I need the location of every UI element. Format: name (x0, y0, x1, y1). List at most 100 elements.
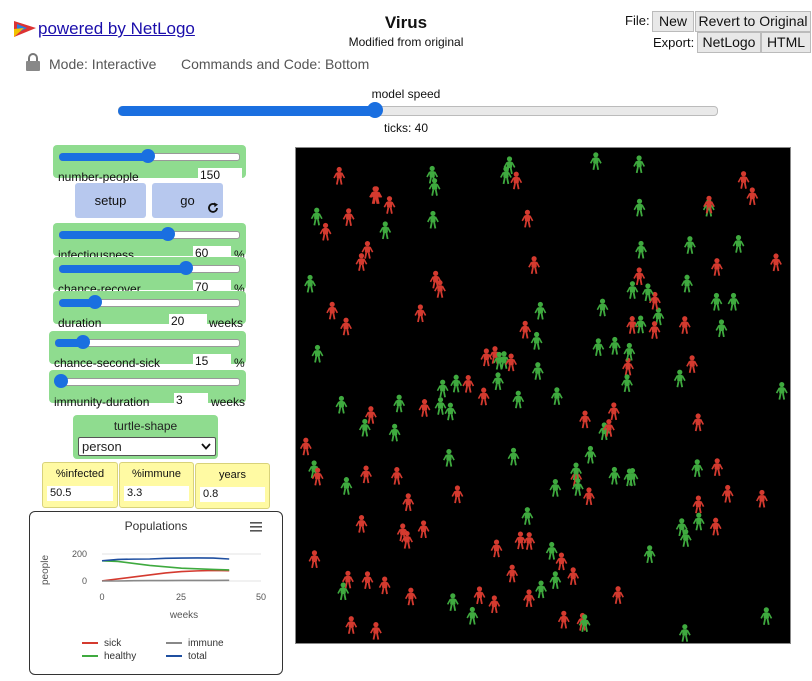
plot-y-tick: 200 (72, 549, 87, 559)
slider-chance-second-sick[interactable]: chance-second-sick 15 % (49, 331, 246, 370)
person-healthy (684, 236, 696, 254)
world-canvas[interactable] (296, 148, 790, 643)
person-sick (319, 222, 332, 241)
monitor-value: 0.8 (200, 487, 265, 502)
slider-fill (55, 339, 83, 347)
slider-thumb[interactable] (75, 335, 90, 349)
slider-number-people[interactable]: number-people 150 (53, 145, 246, 184)
person-sick (686, 355, 698, 374)
person-healthy (379, 221, 392, 240)
slider-immunity-duration[interactable]: immunity-duration 3 weeks (49, 370, 246, 409)
menu-icon[interactable] (250, 522, 262, 532)
slider-value[interactable]: 20 (169, 314, 207, 329)
series-line-sick (101, 569, 230, 582)
person-sick (369, 186, 381, 204)
slider-label: immunity-duration (54, 395, 150, 409)
plot-x-tick: 50 (256, 592, 266, 602)
person-healthy (434, 397, 447, 415)
person-sick (711, 258, 723, 276)
slider-unit: weeks (209, 316, 244, 330)
world-view[interactable] (295, 147, 791, 644)
person-healthy (584, 445, 597, 464)
person-sick (402, 493, 415, 512)
chooser-turtle-shape[interactable]: turtle-shape person (73, 415, 218, 459)
new-button[interactable]: New (652, 11, 694, 32)
slider-thumb[interactable] (140, 149, 155, 163)
person-sick (692, 413, 705, 432)
export-html-button[interactable]: HTML (761, 32, 811, 53)
legend-label-sick: sick (104, 638, 122, 649)
model-speed-thumb[interactable] (367, 102, 384, 118)
slider-track[interactable] (55, 378, 240, 386)
person-healthy (550, 387, 563, 405)
person-healthy (531, 362, 544, 380)
person-healthy (673, 369, 686, 388)
person-healthy (727, 292, 740, 311)
export-netlogo-button[interactable]: NetLogo (697, 32, 761, 53)
person-sick (308, 550, 321, 569)
turtle-shape-select[interactable]: person (78, 437, 216, 456)
person-healthy (596, 298, 609, 317)
person-healthy (428, 178, 441, 196)
mode-toggle[interactable]: Mode: Interactive (49, 56, 157, 72)
person-sick (345, 616, 358, 634)
person-healthy (492, 372, 504, 391)
person-sick (333, 166, 346, 185)
person-healthy (535, 580, 547, 599)
slider-label: chance-second-sick (54, 356, 161, 370)
person-healthy (571, 478, 584, 496)
slider-infectiousness[interactable]: infectiousness 60 % (53, 223, 246, 262)
slider-thumb[interactable] (178, 261, 193, 275)
lock-icon[interactable] (25, 52, 41, 72)
plot-x-axis-label: weeks (169, 610, 198, 621)
slider-fill (59, 231, 168, 239)
person-sick (770, 253, 782, 272)
person-sick (579, 410, 591, 429)
slider-value[interactable]: 15 (193, 354, 231, 369)
person-healthy (444, 402, 457, 421)
slider-unit: % (234, 248, 245, 262)
person-healthy (446, 593, 459, 612)
slider-duration[interactable]: duration 20 weeks (53, 291, 246, 330)
person-sick (355, 253, 368, 271)
person-sick (626, 316, 639, 334)
person-sick (607, 402, 620, 421)
monitor-label: %immune (132, 468, 181, 480)
slider-value[interactable]: 3 (174, 393, 208, 408)
person-healthy (427, 210, 439, 229)
slider-chance-recover[interactable]: chance-recover 70 % (53, 257, 246, 296)
slider-thumb[interactable] (88, 295, 103, 309)
person-healthy (633, 198, 646, 217)
model-title: Virus (384, 13, 428, 32)
person-healthy (633, 155, 646, 174)
slider-thumb[interactable] (160, 227, 175, 241)
person-sick (612, 586, 624, 604)
person-healthy (732, 235, 745, 253)
go-button[interactable]: go (152, 183, 223, 218)
person-sick (583, 487, 595, 506)
person-healthy (679, 529, 692, 547)
person-healthy (388, 423, 401, 442)
person-sick (555, 552, 568, 571)
revert-to-original-button[interactable]: Revert to Original (695, 11, 811, 32)
person-healthy (337, 582, 350, 601)
person-healthy (500, 166, 512, 185)
file-label: File: (625, 13, 650, 28)
plot-title: Populations (124, 519, 188, 533)
powered-by-netlogo-link[interactable]: powered by NetLogo (38, 19, 195, 38)
plot-x-tick: 0 (99, 592, 104, 602)
slider-unit: % (234, 282, 245, 296)
slider-value[interactable]: 150 (198, 168, 242, 183)
setup-button[interactable]: setup (75, 183, 146, 218)
person-sick (523, 589, 535, 608)
person-sick (633, 267, 646, 286)
slider-thumb[interactable] (53, 374, 68, 388)
person-sick (648, 321, 661, 339)
populations-plot: Populations people 200 0 0 25 50 weeks s… (29, 511, 283, 675)
model-speed-fill (118, 106, 376, 116)
person-healthy (608, 466, 621, 485)
person-sick (510, 171, 523, 190)
person-healthy (493, 351, 506, 370)
commands-code-position-toggle[interactable]: Commands and Code: Bottom (181, 56, 370, 72)
person-healthy (641, 283, 654, 302)
